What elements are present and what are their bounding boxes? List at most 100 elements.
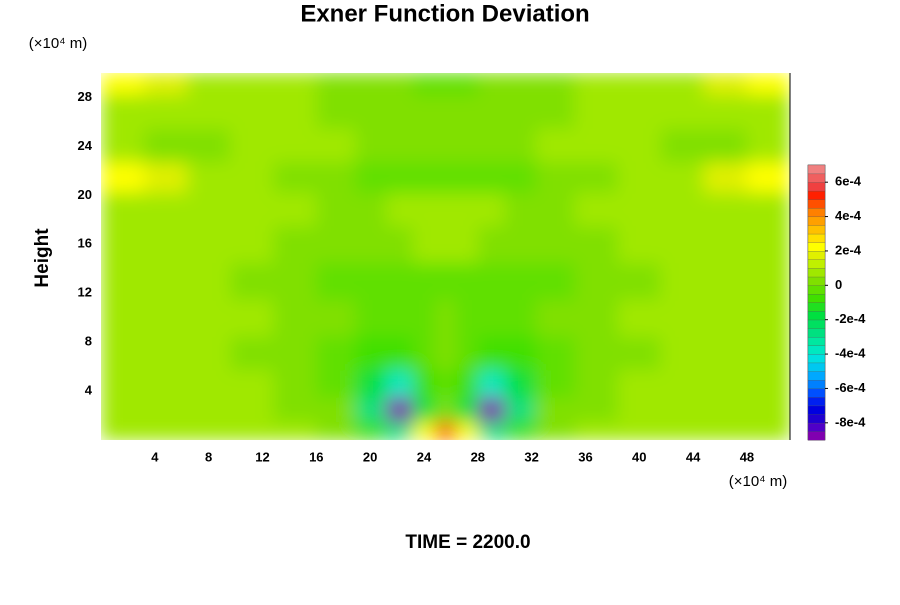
contour-cell (144, 128, 188, 163)
x-tick-label: 48 (740, 449, 754, 464)
contour-cell (273, 369, 317, 398)
colorbar-tick-label: 6e-4 (835, 174, 862, 189)
contour-cell (660, 225, 705, 264)
contour-cell (617, 192, 662, 227)
contour-cell (535, 94, 576, 129)
contour-cell (386, 421, 414, 440)
contour-cell (355, 299, 387, 337)
x-tick-label: 32 (524, 449, 538, 464)
contour-cell (101, 336, 145, 371)
contour-cell (477, 397, 506, 423)
contour-cell (101, 299, 145, 337)
contour-cell (144, 225, 188, 264)
contour-cell (386, 369, 414, 398)
contour-cell (273, 192, 317, 227)
contour-cell (436, 192, 456, 227)
contour-cell (746, 161, 790, 193)
y-tick-label: 24 (78, 138, 93, 153)
x-tick-label: 44 (686, 449, 701, 464)
contour-cell (703, 128, 748, 163)
contour-cell (436, 225, 456, 264)
contour-cell (535, 421, 576, 440)
contour-cell (187, 94, 231, 129)
colorbar-swatch (807, 422, 826, 432)
contour-cell (273, 397, 317, 423)
contour-cell (454, 73, 479, 95)
colorbar-swatch (807, 302, 826, 312)
contour-cell (746, 336, 790, 371)
contour-cell (477, 262, 506, 300)
x-tick-label: 36 (578, 449, 592, 464)
x-tick-label: 16 (309, 449, 323, 464)
contour-cell (101, 262, 145, 300)
contour-cell (617, 128, 662, 163)
contour-cell (101, 94, 145, 129)
contour-cell (535, 128, 576, 163)
y-unit: (×10⁴ m) (29, 35, 88, 52)
contour-cell (535, 161, 576, 193)
contour-cell (413, 369, 437, 398)
contour-cell (187, 336, 231, 371)
contour-cell (230, 397, 274, 423)
contour-cell (316, 128, 356, 163)
contour-cell (454, 336, 479, 371)
contour-cell (316, 369, 356, 398)
y-tick-label: 8 (85, 334, 92, 349)
contour-cell (436, 299, 456, 337)
colorbar-swatch (807, 388, 826, 398)
contour-cell (454, 299, 479, 337)
contour-cell (535, 192, 576, 227)
contour-cell (703, 397, 748, 423)
x-tick-label: 24 (417, 449, 432, 464)
contour-cell (477, 192, 506, 227)
contour-cell (617, 73, 662, 95)
contour-cell (230, 161, 274, 193)
contour-cell (454, 128, 479, 163)
contour-cell (355, 73, 387, 95)
contour-cell (273, 336, 317, 371)
contour-cell (574, 421, 619, 440)
contour-cell (273, 128, 317, 163)
colorbar-swatch (807, 173, 826, 183)
x-tick-label: 4 (151, 449, 159, 464)
contour-cell (187, 421, 231, 440)
colorbar-tick-label: 2e-4 (835, 242, 862, 257)
contour-cell (504, 192, 537, 227)
contour-cell (746, 192, 790, 227)
contour-cell (436, 421, 456, 440)
contour-cell (386, 397, 414, 423)
contour-cell (504, 262, 537, 300)
contour-cell (413, 225, 437, 264)
contour-cell (703, 262, 748, 300)
colorbar-swatch (807, 293, 826, 303)
contour-cell (477, 421, 506, 440)
contour-cell (187, 161, 231, 193)
contour-cell (617, 299, 662, 337)
contour-cell (316, 192, 356, 227)
contour-cell (703, 192, 748, 227)
x-tick-label: 40 (632, 449, 646, 464)
contour-cell (101, 192, 145, 227)
contour-cell (504, 161, 537, 193)
y-tick-label: 20 (78, 187, 92, 202)
contour-cell (574, 262, 619, 300)
contour-cell (230, 128, 274, 163)
contour-cell (660, 161, 705, 193)
contour-cell (187, 192, 231, 227)
contour-cell (316, 94, 356, 129)
contour-cell (574, 225, 619, 264)
contour-cell (504, 128, 537, 163)
contour-cell (273, 262, 317, 300)
time-label: TIME = 2200.0 (405, 532, 530, 553)
contour-cell (187, 369, 231, 398)
contour-cell (574, 73, 619, 95)
contour-cell (316, 73, 356, 95)
contour-cell (413, 73, 437, 95)
colorbar-swatch (807, 207, 826, 218)
colorbar-tick-label: 0 (835, 277, 842, 292)
contour-cell (355, 225, 387, 264)
contour-cell (746, 225, 790, 264)
contour-cell (273, 94, 317, 129)
contour-cell (477, 73, 506, 95)
